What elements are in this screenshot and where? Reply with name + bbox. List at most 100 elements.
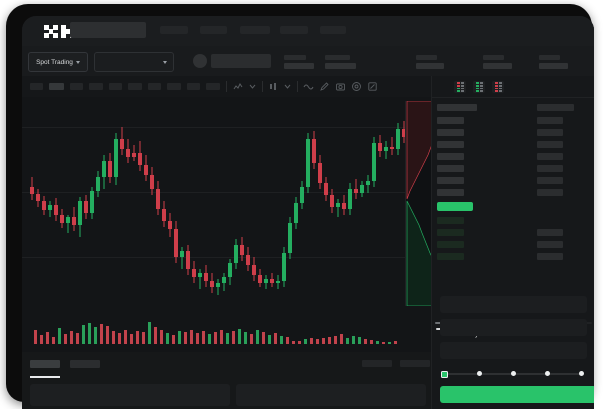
device-screen: Spot Trading [22, 16, 594, 409]
nav-item-3[interactable] [240, 26, 270, 34]
candle [276, 275, 280, 289]
last-price-row[interactable] [437, 202, 473, 211]
nav-item-5[interactable] [320, 26, 346, 34]
candle [270, 273, 274, 287]
bottom-card-right[interactable] [236, 384, 426, 406]
orderbook-ask-row[interactable] [437, 165, 464, 172]
candle [108, 153, 112, 183]
chart-type-icon[interactable] [268, 81, 279, 92]
interval-5[interactable] [109, 83, 122, 90]
chart-gridline [22, 192, 431, 193]
volume-bar [190, 330, 193, 344]
candle [396, 123, 400, 155]
orderbook-ask-row[interactable] [437, 189, 464, 196]
slider-step-50[interactable] [511, 371, 516, 376]
open-orders-tab[interactable] [30, 360, 60, 368]
camera-snapshot-icon[interactable] [335, 81, 346, 92]
orderbook-header [432, 76, 594, 98]
orderbook-mode-asks-icon[interactable] [492, 81, 504, 93]
interval-10[interactable] [206, 83, 220, 90]
volume-bar [70, 331, 73, 344]
volume-histogram [22, 312, 431, 352]
orderbook-mode-both-icon[interactable] [454, 81, 466, 93]
slider-step-25[interactable] [477, 371, 482, 376]
orderbook-bid-row[interactable] [437, 217, 464, 224]
candle [96, 171, 100, 197]
submit-buy-button[interactable] [440, 386, 594, 403]
settings-gear-icon[interactable] [351, 81, 362, 92]
candle [204, 265, 208, 287]
volume-bar [118, 333, 121, 344]
orderbook-ask-amount [537, 129, 563, 136]
candle [156, 181, 160, 215]
pair-select[interactable] [94, 52, 174, 72]
interval-9[interactable] [187, 83, 200, 90]
search-input[interactable] [70, 22, 146, 38]
orderbook-bid-amount [537, 229, 563, 236]
volume-bar [346, 338, 349, 344]
volume-bar [130, 334, 133, 344]
chart-type-chevron-icon[interactable] [282, 81, 293, 92]
orderbook-ask-row[interactable] [437, 104, 477, 111]
volume-bar [82, 325, 85, 344]
volume-bar [52, 337, 55, 344]
nav-item-1[interactable] [160, 26, 188, 34]
orderbook-bid-row[interactable] [437, 241, 464, 248]
order-history-tab[interactable] [70, 360, 100, 368]
candle [312, 131, 316, 169]
pencil-draw-icon[interactable] [319, 81, 330, 92]
indicators-icon[interactable] [233, 81, 244, 92]
market-stat-4 [483, 55, 512, 69]
orderbook-bid-row[interactable] [437, 253, 464, 260]
volume-bar [244, 332, 247, 344]
interval-1[interactable] [30, 83, 43, 90]
orderbook-bid-row[interactable] [437, 229, 464, 236]
nav-item-4[interactable] [280, 26, 308, 34]
fullscreen-icon[interactable] [367, 81, 378, 92]
bottom-action-1[interactable] [362, 360, 392, 367]
interval-2[interactable] [49, 83, 64, 90]
wave-line-icon[interactable] [303, 81, 314, 92]
bottom-action-2[interactable] [400, 360, 430, 367]
orderbook-ask-row[interactable] [437, 141, 464, 148]
volume-bar [382, 342, 385, 344]
indicators-chevron-icon[interactable] [247, 81, 258, 92]
candle [210, 273, 214, 293]
candle [306, 133, 310, 193]
order-total-field[interactable] [440, 342, 587, 359]
order-amount-field[interactable] [440, 319, 587, 336]
candle [150, 167, 154, 195]
volume-bar [268, 335, 271, 344]
orderbook-ask-row[interactable] [437, 117, 464, 124]
orderbook-ask-row[interactable] [437, 177, 464, 184]
volume-bar [322, 338, 325, 344]
orderbook-ask-amount [537, 141, 563, 148]
slider-step-75[interactable] [545, 371, 550, 376]
volume-bar [370, 340, 373, 344]
interval-4[interactable] [89, 83, 103, 90]
volume-bar [64, 334, 67, 344]
volume-bar [304, 339, 307, 344]
interval-3[interactable] [70, 83, 83, 90]
candle [402, 121, 406, 143]
order-price-field[interactable] [440, 296, 587, 313]
spot-trading-dropdown[interactable]: Spot Trading [28, 52, 88, 72]
candle [90, 187, 94, 219]
orderbook-mode-bids-icon[interactable] [473, 81, 485, 93]
interval-7[interactable] [148, 83, 161, 90]
amount-slider[interactable] [441, 370, 586, 378]
orderbook-ask-row[interactable] [437, 129, 464, 136]
interval-6[interactable] [128, 83, 142, 90]
price-chart[interactable] [22, 97, 431, 352]
candle [72, 207, 76, 231]
candle [198, 269, 202, 289]
bottom-card-left[interactable] [30, 384, 230, 406]
interval-8[interactable] [167, 83, 181, 90]
candle [234, 239, 238, 269]
nav-item-2[interactable] [200, 26, 227, 34]
slider-handle[interactable] [441, 370, 448, 378]
orderbook-ask-row[interactable] [437, 153, 464, 160]
slider-step-100[interactable] [579, 371, 584, 376]
orderbook-ask-amount [537, 165, 563, 172]
